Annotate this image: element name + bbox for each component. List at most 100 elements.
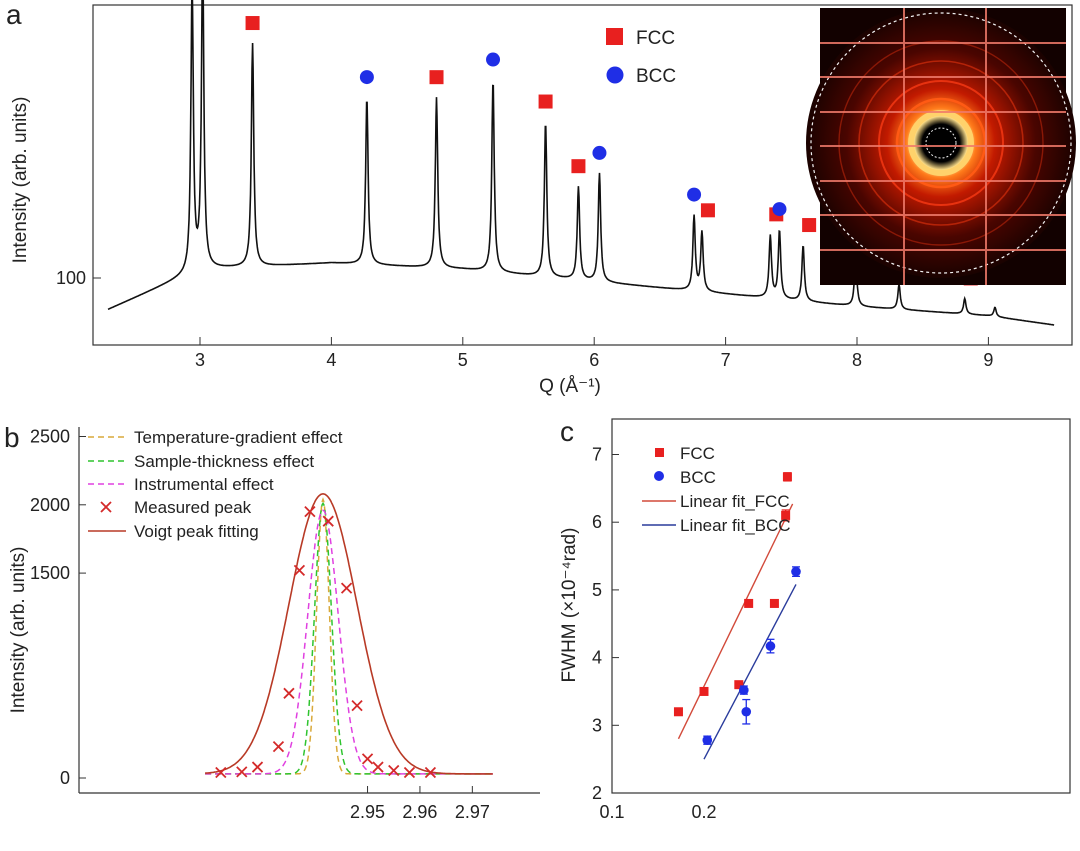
legend-bcc-label: BCC [636,66,676,87]
fcc-point [781,510,791,520]
measured-peak-stroke [424,766,437,779]
legend-fcc-marker [606,28,623,45]
legend-a: FCC BCC [606,28,676,87]
x-tick-label-a: 5 [458,350,468,370]
legend-b: Temperature-gradient effect Sample-thick… [88,428,343,541]
diffraction-curve [107,0,1055,326]
y-axis-label-c: FWHM (×10⁻⁴rad) [559,528,580,683]
panel-label-b: b [4,422,20,453]
legend-fcc-label: FCC [636,28,675,49]
measured-peak-stroke [236,766,248,778]
bcc-peak-marker [687,187,702,202]
measured-peak-marker [424,766,437,779]
legend-temperature-label: Temperature-gradient effect [134,428,343,447]
legend-bcc-marker-c [654,471,664,481]
x-tick-label-c-0: 0.1 [599,802,624,822]
measured-peak-marker [304,505,316,518]
x-tick-label-a: 9 [983,350,993,370]
panel-a: a Intensity (arb. units) Q (Å⁻¹) 100 3 4 5… [6,0,1076,397]
fcc-point [769,598,779,608]
measured-peak-stroke [351,699,363,712]
measured-peak-stroke [293,564,306,577]
y-tick-label-c: 5 [592,580,602,600]
measured-peak-marker [322,515,334,527]
fcc-point [699,686,709,696]
panel-label-a: a [6,0,22,30]
fcc-peak-marker [802,218,817,233]
bcc-point [741,706,752,717]
panel-label-c: c [560,416,574,447]
x-ticks-b: 2.95 2.96 2.97 [350,786,490,822]
legend-instrumental-label: Instrumental effect [134,475,274,494]
y-axis-label-a: Intensity (arb. units) [10,97,31,264]
measured-peak-stroke [372,761,384,773]
y-tick-label-c: 4 [592,648,602,668]
measured-peak-stroke [251,761,264,773]
fcc-peak-marker [429,70,444,85]
x-tick-label-a: 8 [852,350,862,370]
instrumental-curve [205,509,493,775]
bcc-point [791,566,801,577]
fcc-fit-line [677,503,794,740]
x-tick-label-c-1: 0.2 [691,802,716,822]
y-tick-label-c: 7 [592,445,602,465]
measured-peak-stroke [272,740,285,753]
measured-peak-stroke [340,582,353,594]
measured-peak-marker [351,699,363,712]
y-ticks-c: 2 3 4 5 6 7 [592,445,619,803]
legend-fcc-label-c: FCC [680,444,715,463]
measured-peak-stroke [283,687,295,699]
y-tick-label-c: 2 [592,783,602,803]
measured-peak-marker [361,753,374,765]
y-tick-label-c: 6 [592,512,602,532]
measured-peak-stroke [322,515,334,527]
measured-peak-marker [372,761,384,773]
inset-diffraction-image [806,8,1076,285]
legend-bcc-marker [606,66,624,84]
measured-peak-stroke [215,766,227,779]
y-axis-label-b: Intensity (arb. units) [8,547,29,714]
y-tick-label-b: 1500 [30,563,70,583]
legend-thickness-label: Sample-thickness effect [134,452,314,471]
sample-thickness-curve [205,502,493,775]
measured-peak-marker [236,766,248,778]
measured-peak-stroke [403,766,416,779]
measured-peak-marker [283,687,295,699]
measured-peak-marker [272,740,285,753]
measured-peak-points [215,505,437,779]
x-tick-label-a: 3 [195,350,205,370]
y-ticks-b: 0 1500 2000 2500 [30,427,86,788]
legend-bcc-fit-label: Linear fit_BCC [680,516,791,535]
measured-peak-marker [215,766,227,779]
x-tick-label-a: 7 [721,350,731,370]
fcc-peak-marker [538,94,553,109]
x-tick-label-a: 6 [589,350,599,370]
bcc-fit-line [703,584,797,760]
y-tick-label-b: 0 [60,768,70,788]
measured-peak-marker [251,761,264,773]
measured-peak-marker [388,764,400,777]
y-tick-label-c: 3 [592,715,602,735]
temperature-gradient-curve [205,497,493,775]
x-tick-label-b: 2.97 [455,802,490,822]
fcc-point [734,680,744,690]
legend-fcc-marker-c [655,448,664,457]
measured-peak-marker [340,582,353,594]
bcc-point [765,641,776,651]
fwhm-points [673,472,801,745]
measured-peak-stroke [388,764,400,777]
panel-c: c FWHM (×10⁻⁴rad) 2 3 4 5 6 7 0.1 0.2 FCC BCC… [559,416,1071,822]
fcc-peak-marker [245,16,260,31]
legend-measured-label: Measured peak [134,498,252,517]
x-ticks-a: 3 4 5 6 7 8 9 [195,337,993,370]
legend-c: FCC BCC Linear fit_FCC Linear fit_BCC [642,444,791,535]
legend-bcc-label-c: BCC [680,468,716,487]
fcc-point [673,707,683,717]
bcc-peak-marker [359,70,374,85]
fcc-peak-marker [571,159,586,174]
bcc-peak-marker [592,145,607,160]
measured-peak-marker [293,564,306,577]
y-tick-label-b: 2500 [30,427,70,447]
y-tick-label-a: 100 [56,268,86,288]
